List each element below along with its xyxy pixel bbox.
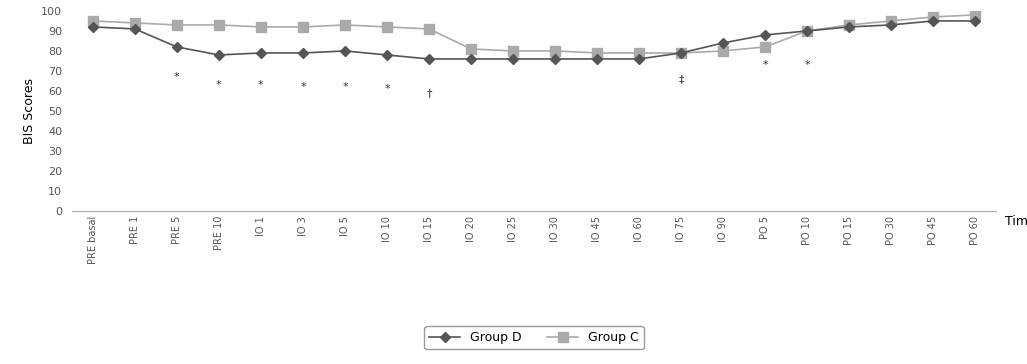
- Text: *: *: [762, 60, 768, 70]
- Text: *: *: [384, 84, 390, 94]
- Y-axis label: BIS Scores: BIS Scores: [23, 78, 36, 144]
- Text: ‡: ‡: [679, 74, 684, 84]
- Text: *: *: [258, 80, 264, 90]
- Text: Time (minute): Time (minute): [1005, 215, 1027, 228]
- Text: *: *: [175, 72, 180, 82]
- Text: *: *: [300, 82, 306, 92]
- Legend: Group D, Group C: Group D, Group C: [424, 326, 644, 349]
- Text: *: *: [216, 80, 222, 90]
- Text: †: †: [426, 88, 431, 98]
- Text: *: *: [342, 82, 348, 92]
- Text: *: *: [804, 60, 810, 70]
